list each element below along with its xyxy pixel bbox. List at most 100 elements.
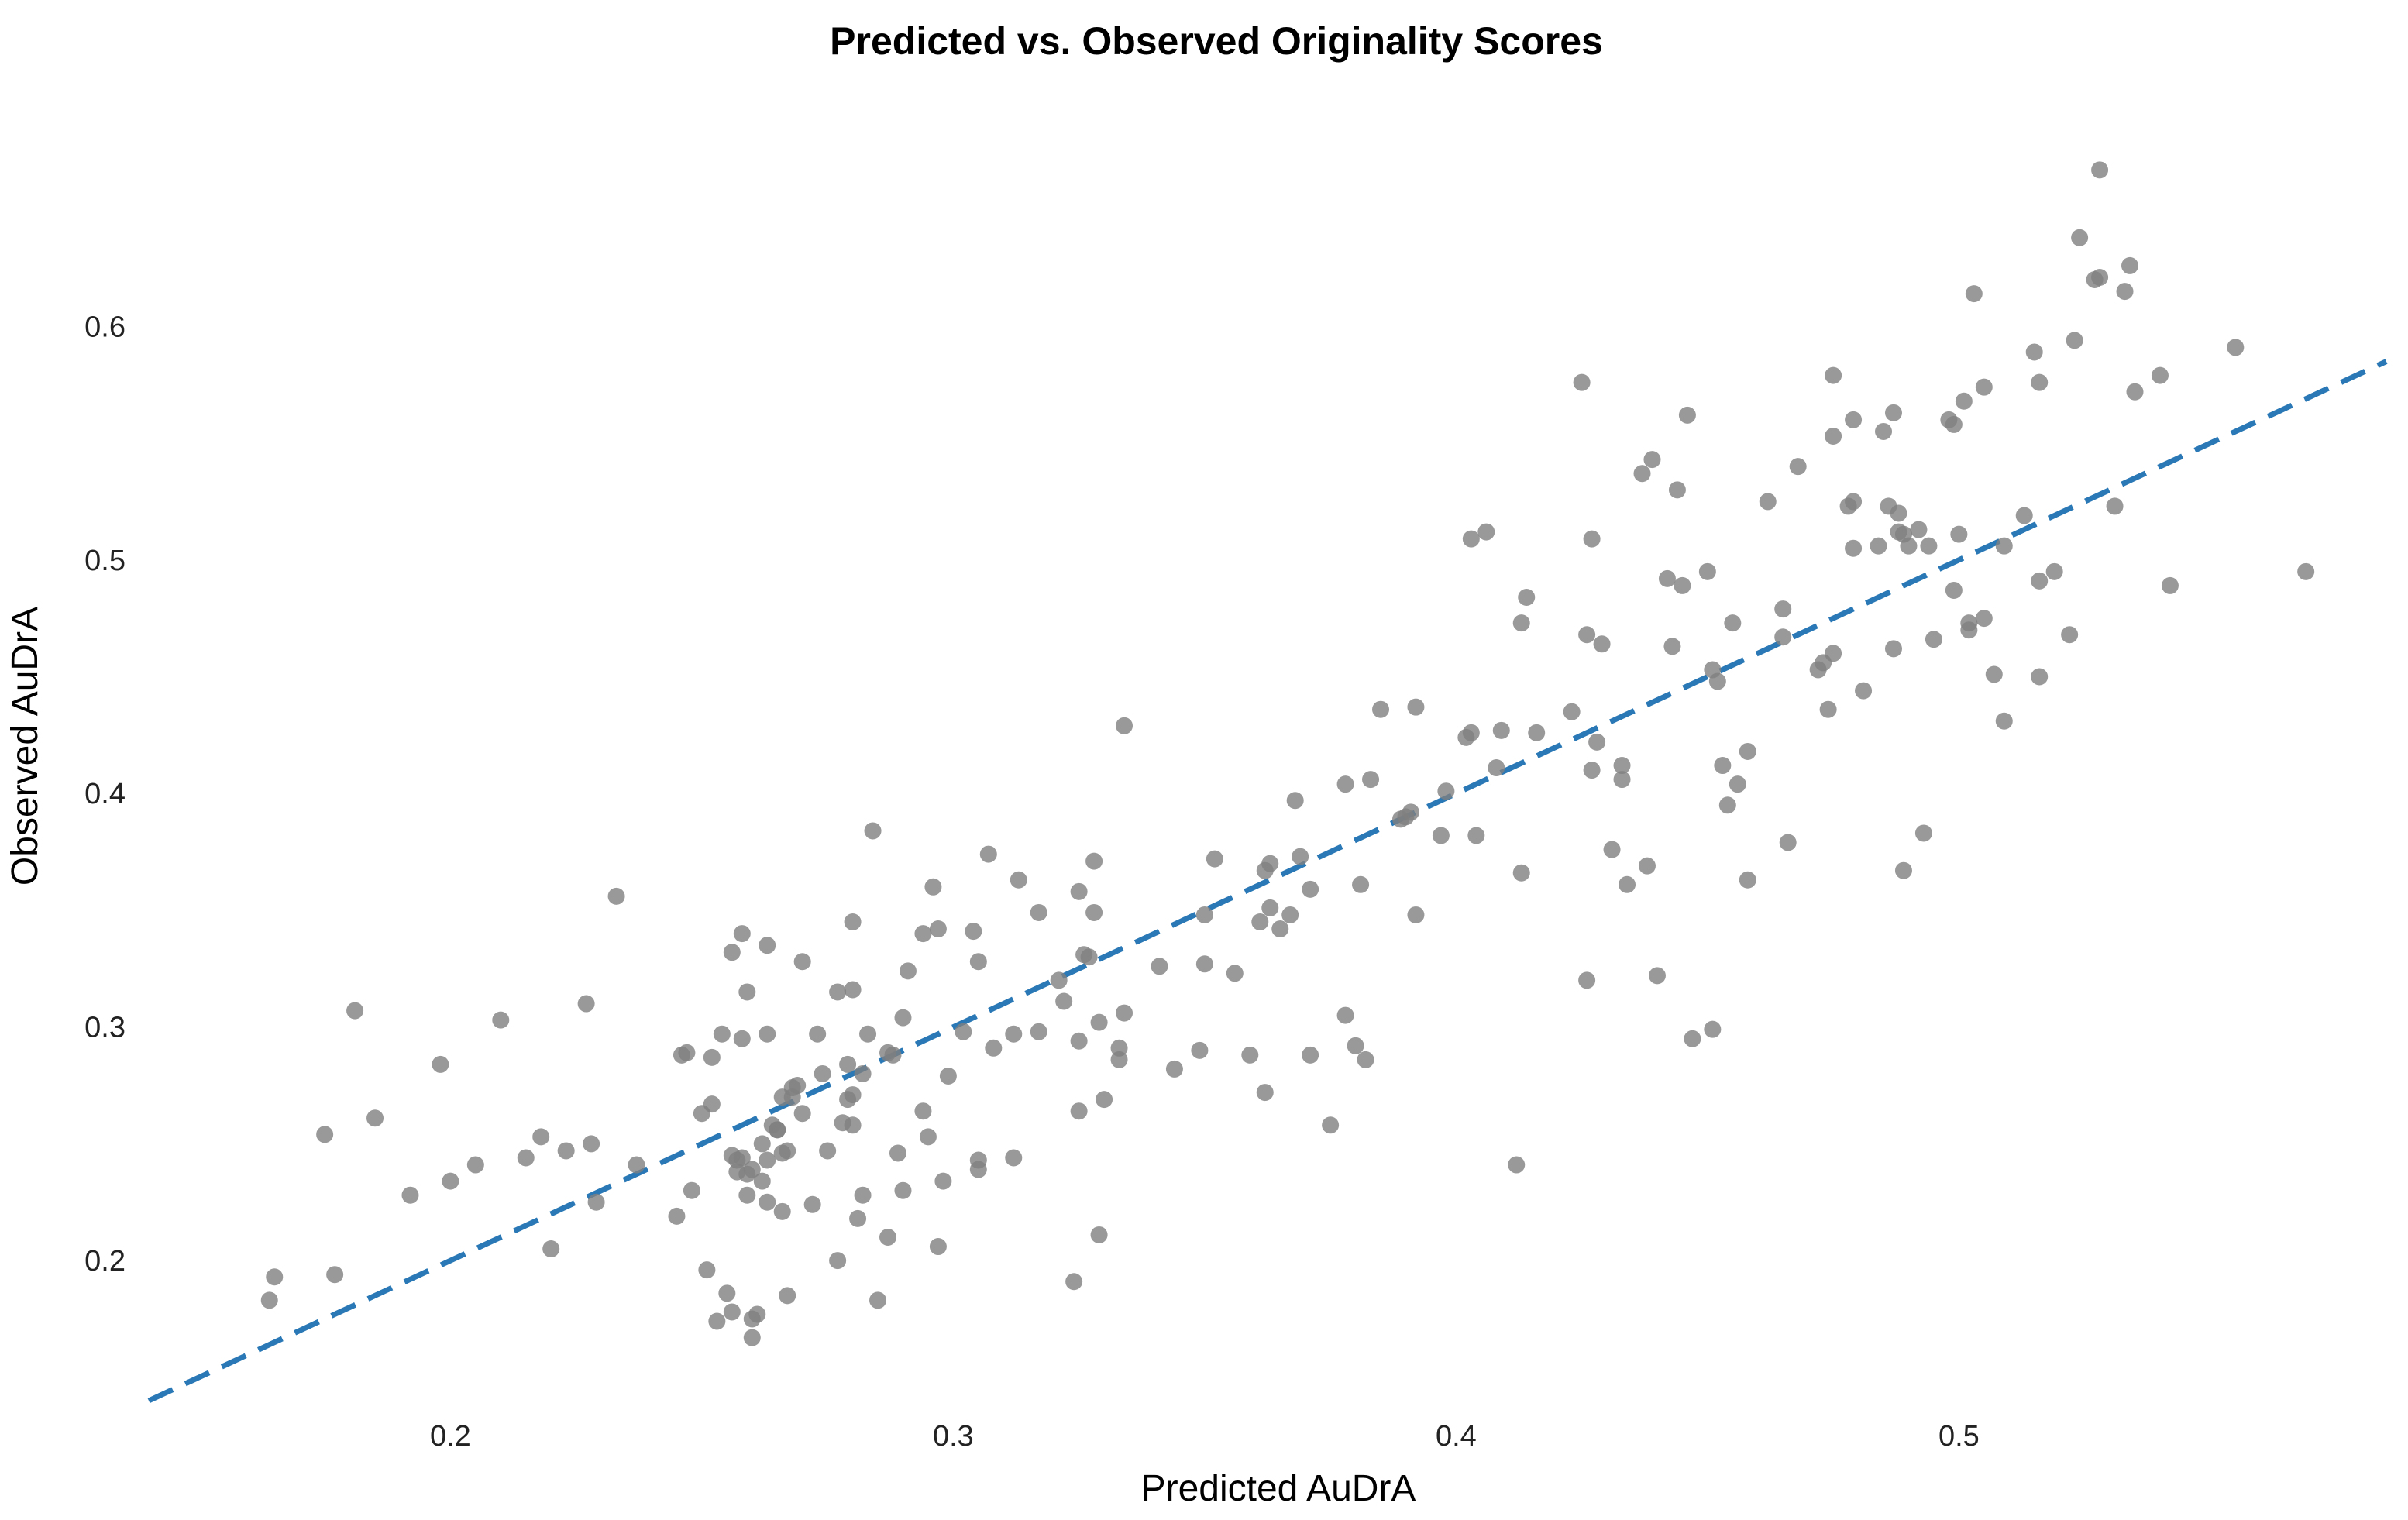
data-point [1945, 581, 1963, 599]
data-point [759, 1151, 776, 1169]
data-point [793, 953, 811, 971]
data-point [1825, 645, 1842, 662]
data-point [854, 1064, 872, 1082]
data-point [703, 1048, 721, 1066]
data-point [1845, 493, 1863, 511]
data-point [924, 878, 942, 896]
data-point [1477, 523, 1495, 541]
data-point [1352, 875, 1370, 893]
data-point [2116, 283, 2134, 301]
data-point [899, 962, 917, 980]
data-point [929, 920, 947, 938]
data-point [1965, 285, 1983, 303]
data-point [718, 1284, 736, 1302]
data-point [2151, 366, 2169, 384]
data-point [1884, 640, 1902, 658]
data-point [1975, 610, 1993, 628]
data-point [1462, 724, 1480, 741]
data-point [1030, 903, 1047, 921]
data-point [1030, 1023, 1047, 1040]
y-tick-label: 0.3 [84, 1012, 126, 1044]
data-point [1407, 906, 1425, 923]
data-point [1005, 1025, 1023, 1043]
data-point [1910, 521, 1928, 538]
data-point [1090, 1013, 1108, 1031]
data-point [2106, 497, 2124, 515]
data-point [844, 1086, 862, 1104]
data-point [969, 1161, 987, 1178]
data-point [1226, 965, 1244, 982]
data-point [773, 1202, 791, 1220]
data-point [1900, 537, 1918, 555]
data-point [1302, 1046, 1319, 1064]
data-point [1845, 539, 1863, 557]
y-tick-label: 0.5 [84, 545, 126, 577]
reference-line [147, 359, 2388, 1404]
data-point [1070, 1102, 1088, 1120]
data-point [759, 1193, 776, 1211]
data-point [919, 1128, 937, 1146]
data-point [1563, 703, 1581, 720]
data-point [1206, 850, 1223, 868]
data-point [759, 937, 776, 954]
data-point [829, 983, 847, 1001]
data-point [2227, 339, 2245, 356]
data-point [1492, 721, 1510, 739]
data-point [1085, 903, 1103, 921]
data-point [1890, 504, 1907, 522]
data-point [934, 1172, 952, 1190]
data-point [628, 1156, 645, 1174]
data-point [1488, 759, 1505, 777]
x-tick-label: 0.5 [1938, 1420, 1980, 1453]
data-point [1116, 1004, 1133, 1022]
data-point [577, 995, 595, 1013]
data-point [1870, 537, 1887, 555]
data-point [1437, 782, 1455, 800]
data-point [1643, 451, 1661, 469]
data-point [869, 1291, 887, 1309]
data-point [1281, 906, 1299, 923]
data-point [1336, 775, 1354, 793]
data-point [1995, 537, 2013, 555]
data-point [779, 1287, 796, 1305]
data-point [1010, 871, 1027, 889]
y-tick-label: 0.4 [84, 778, 126, 810]
data-point [266, 1268, 284, 1286]
data-point [1271, 920, 1289, 938]
data-point [753, 1135, 771, 1153]
data-point [1090, 1226, 1108, 1243]
data-point [1955, 392, 1973, 410]
data-point [1573, 373, 1591, 391]
data-point [401, 1186, 419, 1204]
data-point [1583, 762, 1601, 779]
data-point [2031, 668, 2049, 686]
data-point [466, 1156, 484, 1174]
data-points [260, 161, 2315, 1346]
data-point [1508, 1156, 1526, 1174]
data-point [1678, 406, 1696, 424]
data-point [1261, 855, 1279, 872]
data-point [1578, 971, 1596, 989]
y-tick-label: 0.6 [84, 311, 126, 343]
data-point [939, 1067, 957, 1085]
data-point [1191, 1041, 1209, 1059]
data-point [793, 1105, 811, 1123]
data-point [1729, 775, 1746, 793]
data-point [738, 1186, 756, 1204]
data-point [1070, 1032, 1088, 1050]
data-point [1658, 569, 1676, 587]
data-point [442, 1172, 459, 1190]
data-point [1920, 537, 1938, 555]
data-point [683, 1181, 700, 1199]
data-point [929, 1238, 947, 1256]
data-point [1995, 712, 2013, 730]
data-point [759, 1025, 776, 1043]
data-point [1357, 1051, 1374, 1068]
data-point [1347, 1037, 1364, 1054]
data-point [2025, 343, 2043, 361]
data-point [914, 925, 932, 943]
data-point [1708, 672, 1726, 690]
data-point [2031, 373, 2049, 391]
data-point [733, 1030, 751, 1047]
data-point [819, 1142, 837, 1160]
